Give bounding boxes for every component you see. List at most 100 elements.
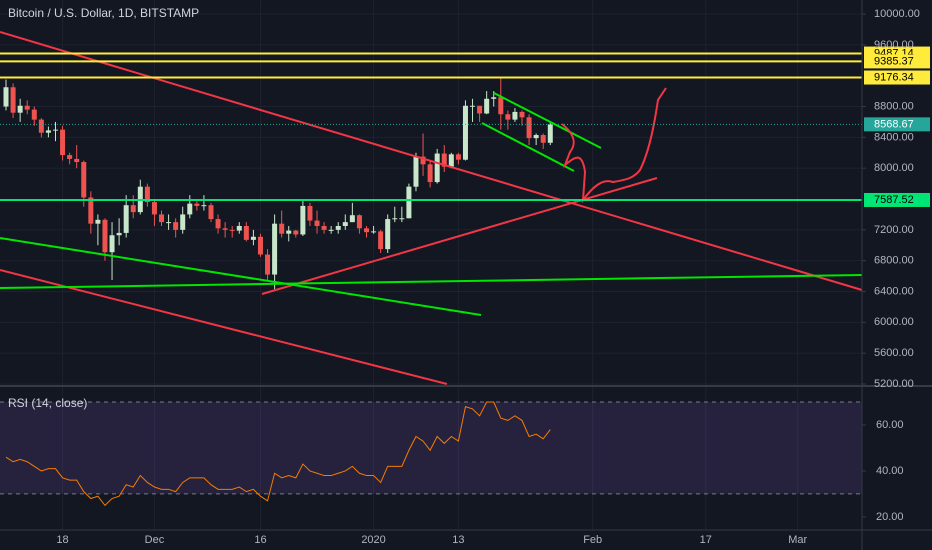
candle-body [462, 105, 468, 160]
x-tick-label: 17 [700, 534, 712, 546]
candle-body [151, 202, 157, 215]
candle-body [434, 153, 440, 183]
candle-body [144, 186, 150, 203]
level-label: 9385.37 [874, 55, 914, 67]
candle-body [159, 214, 165, 223]
candle-body [328, 229, 334, 231]
candle-body [512, 111, 518, 120]
x-tick-label: 16 [254, 534, 266, 546]
drawings [0, 31, 863, 385]
candle-body [166, 222, 172, 224]
candle-body [392, 218, 398, 220]
level-label: 7587.52 [874, 194, 914, 206]
candle-body [173, 222, 179, 230]
candle-body [448, 154, 454, 167]
candle-body [265, 254, 271, 275]
candle-body [17, 105, 23, 113]
candle-body [364, 228, 370, 233]
candle-body [45, 130, 51, 133]
x-tick-label: 13 [452, 534, 464, 546]
candle-body [519, 111, 525, 118]
channel-line [481, 122, 575, 172]
candle-body [257, 236, 263, 255]
candle-body [81, 162, 87, 198]
candle-body [52, 129, 58, 131]
candle-body [109, 235, 115, 253]
candle-body [378, 231, 384, 250]
x-tick-label: Dec [145, 534, 165, 546]
candle-body [385, 219, 391, 250]
y-tick-label: 5200.00 [874, 378, 914, 390]
candle-body [413, 156, 419, 187]
candle-body [470, 105, 476, 107]
candle-body [455, 154, 461, 160]
candle-body [215, 219, 221, 229]
rsi-tick-label: 20.00 [876, 511, 904, 523]
y-tick-label: 7200.00 [874, 224, 914, 236]
level-label: 9176.34 [874, 71, 914, 83]
last-price-bg [864, 117, 930, 132]
last-price-label: 8568.67 [874, 118, 914, 130]
candle-body [208, 205, 214, 220]
candle-body [498, 97, 504, 115]
plot [0, 76, 862, 507]
candle-body [123, 205, 129, 233]
rsi-line [5, 401, 551, 507]
level-label-bg [864, 54, 930, 69]
candle-body [272, 223, 278, 275]
candle-body [533, 135, 539, 139]
candle-body [427, 164, 433, 183]
y-tick-label: 9600.00 [874, 39, 914, 51]
candle-body [293, 230, 299, 235]
candle-body [102, 219, 108, 253]
candle-body [250, 236, 256, 240]
candle-body [484, 98, 490, 114]
candle-body [286, 230, 292, 234]
candle-body [491, 97, 497, 99]
candle-body [187, 203, 193, 215]
candle-body [526, 117, 532, 139]
x-tick-label: Feb [583, 534, 602, 546]
x-tick-label: Mar [788, 534, 807, 546]
candle-body [243, 225, 249, 240]
candle-body [67, 155, 73, 159]
candle-body [201, 205, 207, 207]
candle-body [194, 203, 200, 206]
rsi-title: RSI (14, close) [8, 396, 87, 410]
candle-body [180, 214, 186, 230]
chart-title: Bitcoin / U.S. Dollar, 1D, BITSTAMP [8, 6, 199, 20]
y-tick-label: 6800.00 [874, 255, 914, 267]
trendline [0, 269, 448, 385]
candle-body [349, 215, 355, 223]
candle-body [420, 156, 426, 165]
y-tick-label: 8800.00 [874, 100, 914, 112]
y-tick-label: 8000.00 [874, 162, 914, 174]
y-tick-label: 5600.00 [874, 347, 914, 359]
y-tick-label: 6400.00 [874, 285, 914, 297]
candle-body [335, 225, 341, 230]
channel-line [493, 92, 602, 149]
trendline [0, 237, 482, 316]
axes: 18 Dec 16 2020 13 Feb 17 Mar 5200.00 5600.00 6000.… [56, 8, 919, 546]
level-label-bg [864, 192, 930, 207]
candle-body [314, 220, 320, 226]
candle-body [307, 205, 313, 221]
candle-body [477, 105, 483, 114]
candle-body [60, 129, 66, 156]
candle-body [88, 197, 94, 224]
candle-body [300, 205, 306, 235]
candle-body [38, 119, 44, 133]
candle-body [229, 229, 235, 231]
y-tick-label: 6000.00 [874, 316, 914, 328]
x-tick-label: 18 [56, 534, 68, 546]
candle-body [356, 215, 362, 229]
candle-body [236, 225, 242, 231]
trendline [0, 31, 863, 291]
trendline [261, 177, 658, 295]
level-label-bg [864, 70, 930, 85]
candle-body [441, 153, 447, 167]
candle-body [116, 232, 122, 236]
